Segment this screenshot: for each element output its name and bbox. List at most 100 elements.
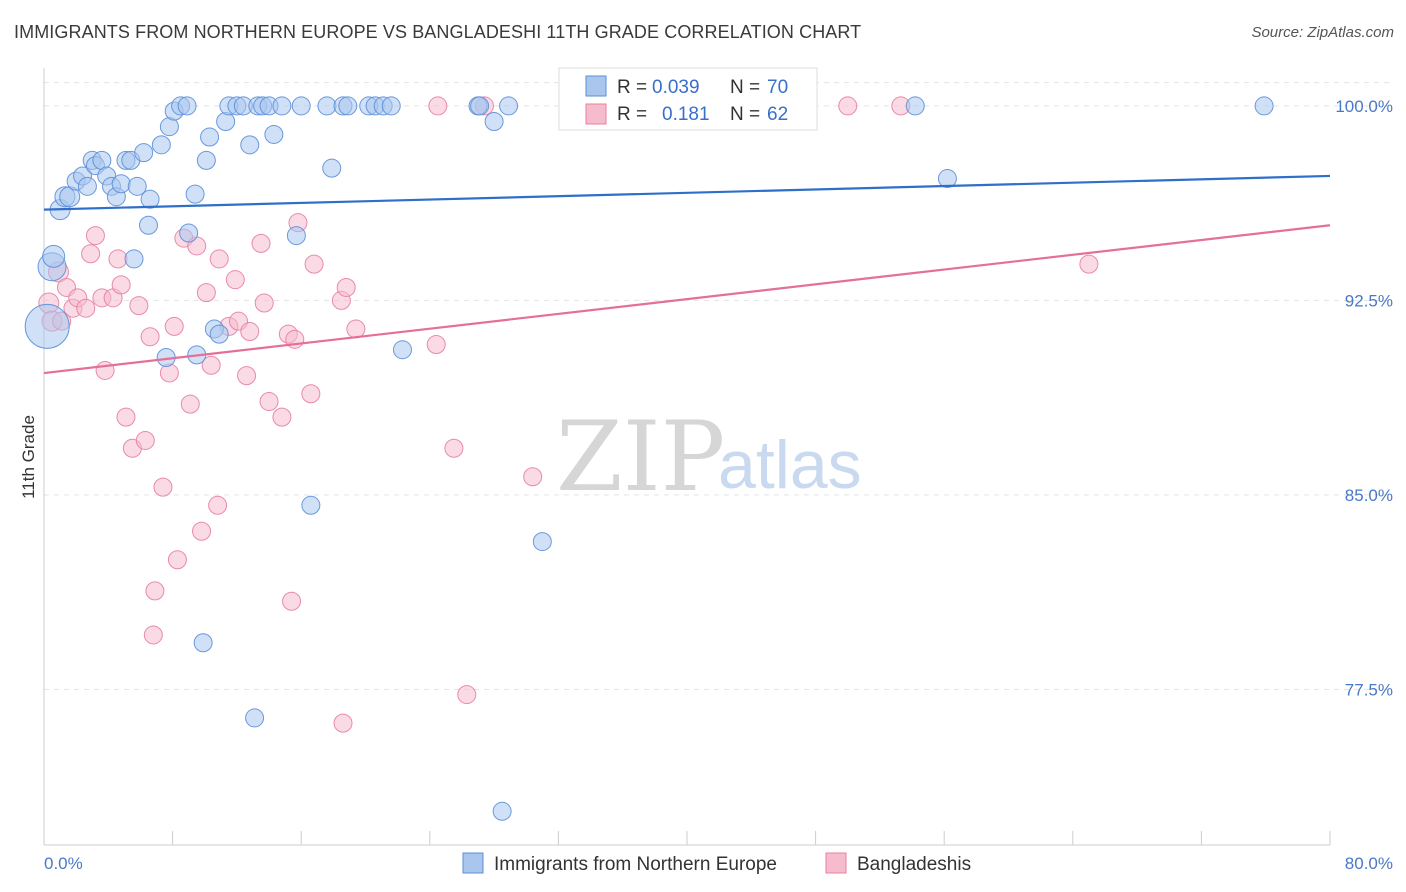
- point-northern-europe: [179, 223, 199, 243]
- point-bangladeshi: [457, 685, 477, 705]
- point-northern-europe: [264, 124, 284, 144]
- point-northern-europe: [185, 184, 205, 204]
- point-bangladeshi: [1079, 254, 1099, 274]
- point-northern-europe: [470, 96, 490, 116]
- point-northern-europe: [532, 532, 552, 552]
- y-tick-label-2: 92.5%: [1345, 291, 1393, 310]
- x-tick-label-min: 0.0%: [44, 854, 83, 873]
- point-northern-europe: [196, 150, 216, 170]
- point-northern-europe: [140, 189, 160, 209]
- point-bangladeshi: [196, 283, 216, 303]
- point-bangladeshi: [282, 591, 302, 611]
- point-northern-europe: [111, 174, 131, 194]
- point-bangladeshi: [426, 335, 446, 355]
- point-northern-europe: [240, 135, 260, 155]
- point-northern-europe: [151, 135, 171, 155]
- y-tick-label-3: 100.0%: [1335, 97, 1393, 116]
- point-bangladeshi: [428, 96, 448, 116]
- legend: R = 0.039 N = 70 R = 0.181 N = 62: [558, 67, 818, 131]
- trendlines: [43, 174, 1331, 375]
- bottom-legend: Immigrants from Northern Europe Banglade…: [462, 852, 971, 875]
- point-bangladeshi: [167, 550, 187, 570]
- point-bangladeshi: [240, 322, 260, 342]
- point-northern-europe: [286, 226, 306, 246]
- point-bangladeshi: [336, 277, 356, 297]
- point-bangladeshi: [81, 244, 101, 264]
- point-bangladeshi: [272, 407, 292, 427]
- watermark: ZIP atlas: [556, 401, 862, 513]
- legend-n-label-2: N =: [730, 104, 760, 125]
- point-northern-europe: [905, 96, 925, 116]
- point-bangladeshi: [346, 319, 366, 339]
- watermark-zip: ZIP: [556, 401, 725, 513]
- y-tick-labels: 77.5% 85.0% 92.5% 100.0%: [1335, 97, 1393, 699]
- bottom-legend-swatch-blue: [462, 852, 484, 874]
- x-tick-label-max: 80.0%: [1345, 854, 1393, 873]
- point-bangladeshi: [135, 430, 155, 450]
- y-axis-label: 11th Grade: [19, 415, 38, 499]
- point-northern-europe: [492, 801, 512, 821]
- chart-title: IMMIGRANTS FROM NORTHERN EUROPE VS BANGL…: [14, 22, 862, 42]
- point-northern-europe: [42, 244, 66, 268]
- point-bangladeshi: [201, 355, 221, 375]
- point-bangladeshi: [129, 296, 149, 316]
- bottom-legend-label-blue: Immigrants from Northern Europe: [494, 854, 777, 875]
- point-northern-europe: [245, 708, 265, 728]
- y-tick-label-0: 77.5%: [1345, 680, 1393, 699]
- point-bangladeshi: [145, 581, 165, 601]
- legend-swatch-blue: [585, 75, 607, 97]
- y-tick-label-1: 85.0%: [1345, 486, 1393, 505]
- bottom-legend-label-pink: Bangladeshis: [857, 854, 971, 875]
- point-northern-europe: [937, 169, 957, 189]
- point-bangladeshi: [237, 366, 257, 386]
- point-northern-europe: [301, 495, 321, 515]
- point-northern-europe: [24, 303, 70, 349]
- trendline-northern-europe: [43, 174, 1331, 211]
- point-bangladeshi: [301, 384, 321, 404]
- legend-r-value-2: 0.181: [662, 104, 710, 125]
- point-bangladeshi: [164, 316, 184, 336]
- point-northern-europe: [177, 96, 197, 116]
- point-northern-europe: [322, 158, 342, 178]
- point-bangladeshi: [140, 327, 160, 347]
- point-bangladeshi: [333, 713, 353, 733]
- point-northern-europe: [499, 96, 519, 116]
- point-northern-europe: [200, 127, 220, 147]
- point-northern-europe: [127, 176, 147, 196]
- axes: [43, 68, 1331, 846]
- point-northern-europe: [1254, 96, 1274, 116]
- point-bangladeshi: [95, 360, 115, 380]
- point-bangladeshi: [159, 363, 179, 383]
- point-bangladeshi: [523, 467, 543, 487]
- legend-swatch-pink: [585, 103, 607, 125]
- point-bangladeshi: [143, 625, 163, 645]
- northern-europe-points: [24, 96, 1274, 821]
- point-northern-europe: [124, 249, 144, 269]
- legend-r-value-1: 0.039: [652, 77, 700, 98]
- point-northern-europe: [317, 96, 337, 116]
- point-bangladeshi: [116, 407, 136, 427]
- point-bangladeshi: [208, 495, 228, 515]
- bottom-legend-swatch-pink: [825, 852, 847, 874]
- point-northern-europe: [77, 176, 97, 196]
- point-bangladeshi: [192, 521, 212, 541]
- legend-r-label-1: R =: [617, 77, 647, 98]
- trendline-bangladeshi: [43, 224, 1331, 375]
- point-bangladeshi: [153, 477, 173, 497]
- point-bangladeshi: [209, 249, 229, 269]
- point-bangladeshi: [444, 438, 464, 458]
- point-bangladeshi: [254, 293, 274, 313]
- point-northern-europe: [392, 340, 412, 360]
- point-northern-europe: [193, 633, 213, 653]
- point-northern-europe: [134, 143, 154, 163]
- point-bangladeshi: [304, 254, 324, 274]
- point-bangladeshi: [251, 233, 271, 253]
- point-bangladeshi: [85, 226, 105, 246]
- legend-n-value-1: 70: [767, 77, 788, 98]
- point-northern-europe: [209, 324, 229, 344]
- point-northern-europe: [272, 96, 292, 116]
- source-label: Source: ZipAtlas.com: [1251, 24, 1394, 41]
- point-northern-europe: [291, 96, 311, 116]
- watermark-atlas: atlas: [718, 427, 862, 503]
